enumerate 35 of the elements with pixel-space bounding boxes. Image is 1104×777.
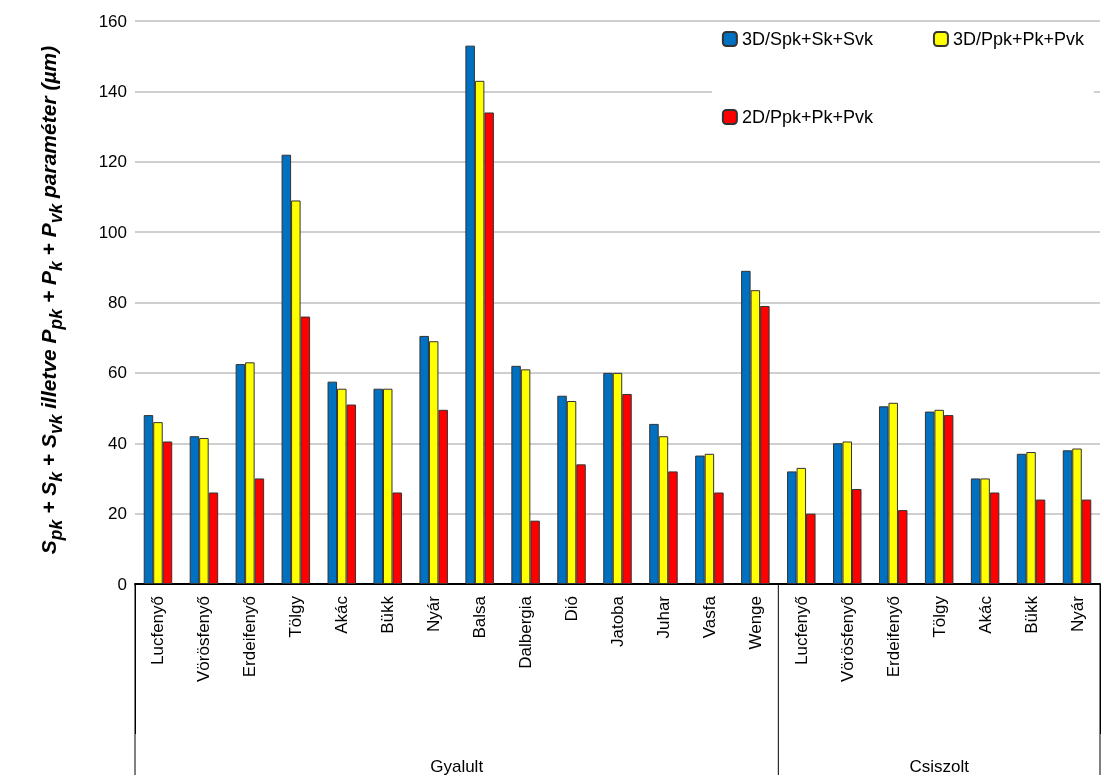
x-tick-label: Lucfenyő bbox=[791, 596, 811, 665]
legend-label: 2D/Ppk+Pk+Pvk bbox=[741, 107, 874, 127]
x-tick-label: Erdeifenyő bbox=[883, 596, 903, 678]
x-tick-label: Lucfenyő bbox=[148, 596, 168, 665]
y-tick-label: 80 bbox=[108, 293, 127, 312]
x-tick-label: Dió bbox=[562, 596, 582, 622]
x-tick-label: Tölgy bbox=[929, 595, 949, 638]
x-tick-label: Vörösfenyő bbox=[837, 596, 857, 682]
x-tick-label: Balsa bbox=[470, 595, 490, 639]
x-tick-label: Nyár bbox=[1067, 595, 1087, 632]
text: Csiszolt bbox=[909, 756, 970, 776]
x-tick-label: Erdeifenyő bbox=[240, 596, 260, 678]
y-tick-label: 140 bbox=[98, 81, 127, 101]
y-tick-label: 160 bbox=[98, 11, 127, 31]
x-tick-label: Vasfa bbox=[699, 595, 719, 639]
x-tick-label: Bükk bbox=[378, 595, 398, 634]
y-tick-label: 20 bbox=[108, 504, 127, 524]
x-tick-label: Juhar bbox=[653, 595, 673, 639]
legend-label: 3D/Spk+Sk+Svk bbox=[741, 29, 874, 49]
x-tick-label: Tölgy bbox=[286, 595, 306, 638]
x-tick-label: Akác bbox=[975, 595, 995, 634]
y-tick-label: 0 bbox=[117, 574, 127, 594]
y-tick-label: 120 bbox=[98, 152, 127, 172]
x-tick-label: Dalbergia bbox=[516, 595, 536, 669]
x-tick-label: Vörösfenyő bbox=[194, 596, 214, 682]
legend-label: 3D/Ppk+Pk+Pvk bbox=[952, 29, 1085, 49]
x-tick-label: Akác bbox=[332, 595, 352, 634]
y-tick-label: 100 bbox=[98, 222, 127, 242]
y-tick-label: 40 bbox=[108, 433, 127, 453]
x-tick-label: Nyár bbox=[424, 595, 444, 632]
y-tick-label: 60 bbox=[108, 363, 127, 383]
x-tick-label: Bükk bbox=[1021, 595, 1041, 634]
x-tick-label: Jatoba bbox=[608, 595, 627, 648]
x-tick-label: Wenge bbox=[745, 596, 765, 650]
text: Gyalult bbox=[430, 756, 484, 776]
